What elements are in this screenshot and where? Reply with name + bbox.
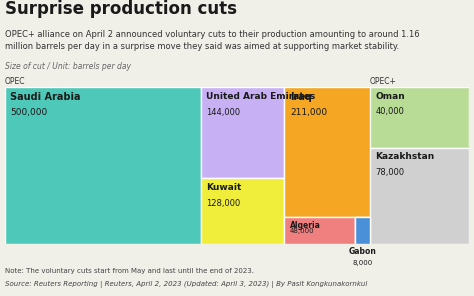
Text: 211,000: 211,000 (290, 108, 327, 117)
Text: 144,000: 144,000 (206, 108, 240, 117)
Text: 40,000: 40,000 (375, 107, 404, 116)
Bar (355, 217, 370, 244)
Text: Oman: Oman (375, 92, 405, 101)
Bar (370, 87, 469, 148)
Text: Iraq: Iraq (290, 92, 312, 102)
Text: 128,000: 128,000 (206, 199, 241, 208)
Text: Gabon: Gabon (348, 247, 376, 256)
Bar (5, 87, 201, 244)
Bar (201, 87, 284, 178)
Text: Algeria: Algeria (290, 221, 321, 231)
Bar (284, 87, 374, 217)
Text: 8,000: 8,000 (352, 260, 373, 266)
Text: Note: The voluntary cuts start from May and last until the end of 2023.: Note: The voluntary cuts start from May … (5, 268, 254, 274)
Bar (201, 178, 284, 244)
Text: Kuwait: Kuwait (206, 183, 242, 192)
Text: Size of cut / Unit: barrels per day: Size of cut / Unit: barrels per day (5, 62, 131, 71)
Bar (284, 217, 355, 244)
Text: OPEC+ alliance on April 2 announced voluntary cuts to their production amounting: OPEC+ alliance on April 2 announced volu… (5, 30, 419, 51)
Bar (370, 148, 469, 244)
Text: Surprise production cuts: Surprise production cuts (5, 0, 237, 18)
Text: Source: Reuters Reporting | Reuters, April 2, 2023 (Updated: April 3, 2023) | By: Source: Reuters Reporting | Reuters, Apr… (5, 281, 367, 288)
Text: Kazakhstan: Kazakhstan (375, 152, 435, 161)
Text: United Arab Emirates: United Arab Emirates (206, 92, 316, 101)
Text: 500,000: 500,000 (10, 108, 47, 117)
Text: OPEC+: OPEC+ (370, 77, 397, 86)
Text: 78,000: 78,000 (375, 168, 404, 177)
Text: Saudi Arabia: Saudi Arabia (10, 92, 81, 102)
Text: OPEC: OPEC (5, 77, 25, 86)
Bar (355, 217, 370, 244)
Text: 48,000: 48,000 (290, 228, 315, 234)
